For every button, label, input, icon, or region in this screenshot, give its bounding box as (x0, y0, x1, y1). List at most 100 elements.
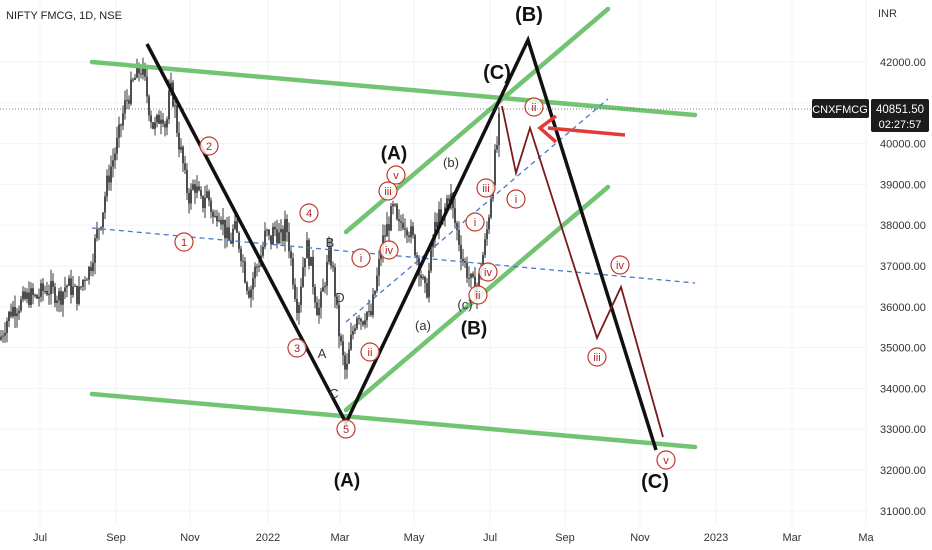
candle (154, 116, 156, 136)
subwave-label: A (318, 346, 327, 361)
candle (80, 285, 82, 291)
candle (396, 202, 398, 221)
projected-wave-path (501, 105, 664, 438)
candle (110, 155, 112, 191)
candle (206, 184, 208, 199)
svg-text:v: v (663, 455, 669, 467)
candle (242, 254, 244, 273)
circled-label: ii (468, 285, 488, 305)
candle (192, 179, 194, 191)
candle (464, 257, 466, 269)
candle (394, 202, 396, 208)
candle (4, 322, 6, 343)
candle (224, 219, 226, 249)
candle (406, 227, 408, 244)
candle (108, 164, 110, 191)
x-tick-label: Nov (180, 532, 200, 544)
subwave-label: (c) (457, 297, 472, 312)
candle (14, 295, 16, 328)
candle (408, 231, 410, 243)
grid-lines (0, 0, 868, 525)
candle (356, 316, 358, 331)
svg-text:ii: ii (368, 347, 373, 359)
svg-text:iii: iii (482, 183, 489, 195)
candle (326, 254, 328, 296)
candle (130, 71, 132, 106)
candle (280, 219, 282, 244)
candle (40, 279, 42, 303)
x-tick-label: Jul (33, 532, 47, 544)
x-tick-label: Sep (555, 532, 575, 544)
subwave-label: (b) (443, 155, 459, 170)
circled-label: iii (587, 347, 607, 367)
candle (270, 235, 272, 250)
candle (94, 234, 96, 275)
candle (60, 286, 62, 312)
candle (306, 232, 308, 259)
svg-text:iii: iii (384, 186, 391, 198)
candle (26, 288, 28, 304)
subwave-label: D (335, 290, 344, 305)
wave-label: (C) (483, 62, 511, 84)
candle (468, 266, 470, 287)
chart-title: NIFTY FMCG, 1D, NSE (6, 10, 122, 22)
candle (366, 310, 368, 328)
circled-label: iv (478, 262, 498, 282)
candle (252, 271, 254, 301)
candle (124, 90, 126, 120)
svg-text:i: i (360, 253, 362, 265)
x-tick-label: Sep (106, 532, 126, 544)
circled-label: 1 (174, 232, 194, 252)
candle (36, 293, 38, 300)
candle (78, 276, 80, 306)
candle (344, 351, 346, 380)
svg-text:iii: iii (593, 352, 600, 364)
candle (494, 144, 496, 188)
candle (456, 220, 458, 241)
candle (288, 222, 290, 259)
candle (234, 213, 236, 231)
candle (262, 241, 264, 259)
candle (28, 281, 30, 308)
candle (466, 256, 468, 283)
upper-channel-line (89, 59, 698, 118)
candle (256, 263, 258, 277)
mid-dashed-line (91, 227, 696, 284)
candle (120, 123, 122, 138)
candle (82, 279, 84, 291)
circled-label: iv (610, 255, 630, 275)
candle (18, 305, 20, 321)
candle (390, 202, 392, 232)
wave-black-path (145, 35, 658, 451)
candle (364, 313, 366, 329)
candle (220, 216, 222, 230)
candle (454, 198, 456, 229)
wave-label: (A) (381, 144, 407, 165)
candle (202, 195, 204, 213)
candle (334, 263, 336, 309)
candle (438, 201, 440, 240)
candle (194, 179, 196, 205)
candle (198, 181, 200, 192)
candle (114, 147, 116, 169)
candle (134, 73, 136, 81)
green-channel-lines (89, 6, 698, 450)
candle (24, 287, 26, 301)
candle (310, 256, 312, 267)
candle (188, 188, 190, 214)
countdown: 02:27:57 (879, 119, 922, 131)
candle (30, 282, 32, 308)
candle (290, 247, 292, 266)
svg-text:4: 4 (306, 208, 312, 220)
candle (126, 89, 128, 110)
candle (402, 213, 404, 231)
candle (338, 294, 340, 349)
candle (248, 286, 250, 299)
candle (470, 273, 472, 289)
candle (404, 218, 406, 238)
candle (266, 228, 268, 237)
candle (182, 145, 184, 173)
candle (312, 250, 314, 295)
candle (32, 283, 34, 305)
